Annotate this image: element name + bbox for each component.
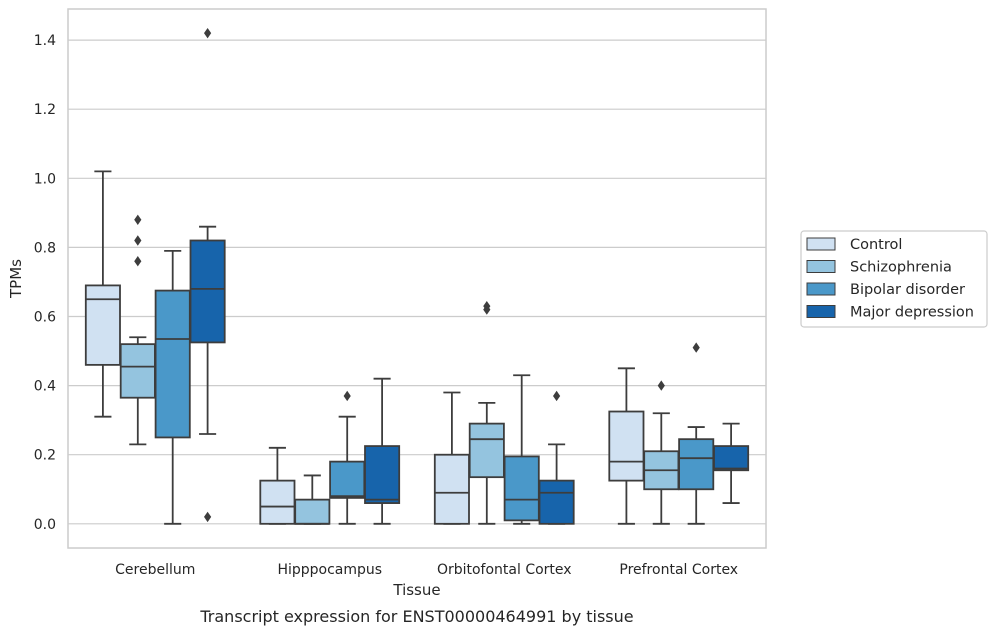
box-bipolar-disorder [154, 249, 191, 525]
box-body [84, 284, 121, 366]
outlier-point [553, 390, 561, 402]
box-control [259, 446, 296, 525]
legend-swatch [806, 282, 836, 296]
y-tick-label: 0.0 [34, 517, 56, 533]
box-plot-area [84, 27, 750, 525]
legend-label: Major depression [850, 305, 974, 321]
outlier-point [483, 304, 491, 315]
legend-label: Control [850, 237, 902, 253]
outlier-point [134, 214, 142, 225]
box-bipolar-disorder [678, 342, 715, 525]
box-body [259, 479, 296, 525]
outlier-point [134, 235, 142, 246]
legend-label: Bipolar disorder [850, 282, 965, 298]
y-tick-label: 1.2 [34, 102, 56, 118]
chart-caption: Transcript expression for ENST0000046499… [199, 607, 633, 626]
y-tick-label: 0.4 [34, 379, 56, 395]
box-body [189, 239, 226, 344]
y-tick-label: 0.2 [34, 448, 56, 464]
x-axis-ticks: Cerebellum Hipppocampus Orbitofontal Corte… [115, 562, 738, 578]
box-body [468, 422, 505, 479]
box-body [608, 410, 645, 482]
box-control [608, 367, 645, 525]
box-body [503, 455, 540, 522]
outlier-point [134, 256, 142, 267]
x-tick-label: Cerebellum [115, 562, 195, 578]
box-body [329, 460, 366, 499]
box-control [433, 391, 470, 525]
outlier-point [343, 390, 351, 402]
plot-frame [67, 8, 767, 549]
x-tick-label: Hipppocampus [277, 562, 382, 578]
legend-swatch [806, 237, 836, 251]
legend-label: Schizophrenia [850, 260, 952, 276]
y-axis-label: TPMs [7, 259, 25, 299]
box-body [538, 479, 575, 525]
box-major-depression [538, 390, 575, 525]
box-body [433, 453, 470, 525]
x-axis-label: Tissue [392, 581, 440, 599]
box-body [364, 445, 401, 504]
outlier-point [657, 380, 665, 391]
legend-frame [800, 230, 988, 328]
outlier-point [692, 342, 700, 353]
box-body [713, 445, 750, 472]
box-body [294, 498, 331, 525]
legend-swatch [806, 305, 836, 318]
box-major-depression [189, 27, 226, 523]
box-body [154, 289, 191, 439]
box-schizophrenia [119, 214, 156, 446]
box-major-depression [364, 377, 401, 525]
box-schizophrenia [643, 380, 680, 525]
y-tick-label: 0.8 [34, 240, 56, 256]
outlier-point [204, 511, 212, 523]
y-tick-label: 1.0 [34, 171, 56, 187]
box-control [84, 170, 121, 418]
box-bipolar-disorder [329, 390, 366, 525]
legend: Control Schizophrenia Bipolar disorder Majo… [800, 230, 988, 328]
x-tick-label: Orbitofontal Cortex [437, 562, 572, 578]
box-bipolar-disorder [503, 374, 540, 525]
y-tick-label: 0.6 [34, 310, 56, 326]
box-body [119, 343, 156, 399]
legend-swatch [806, 260, 836, 273]
box-schizophrenia [468, 300, 505, 525]
x-tick-label: Prefrontal Cortex [619, 562, 738, 578]
outlier-point [204, 27, 212, 39]
box-schizophrenia [294, 474, 331, 525]
box-major-depression [713, 422, 750, 504]
y-tick-label: 1.4 [34, 33, 56, 49]
y-axis-ticks: 0.0 0.2 0.4 0.6 0.8 1.0 1.2 1.4 [34, 33, 56, 533]
box-body [678, 438, 715, 491]
